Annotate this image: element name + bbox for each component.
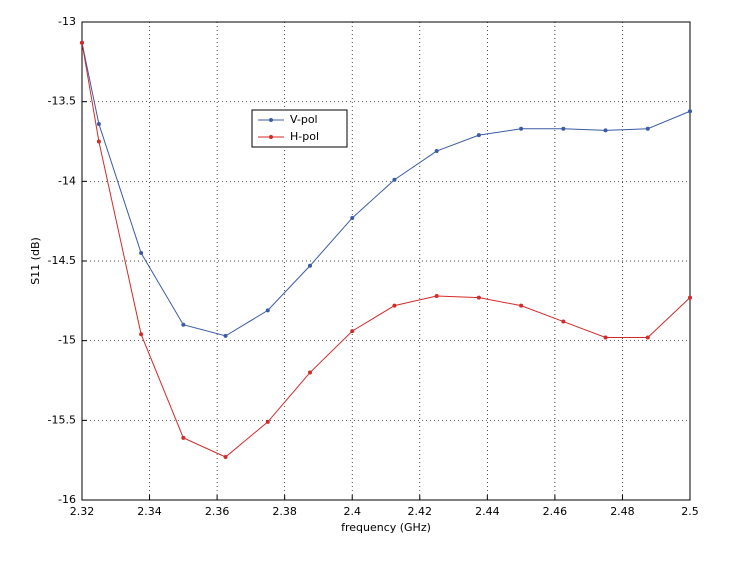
x-tick-label: 2.44 <box>475 505 500 518</box>
data-point <box>181 322 186 327</box>
series-line <box>81 42 691 337</box>
data-point <box>519 126 524 131</box>
data-point <box>476 133 481 138</box>
data-point <box>181 435 186 440</box>
data-point <box>603 128 608 133</box>
x-tick-label: 2.46 <box>543 505 568 518</box>
data-point <box>645 335 650 340</box>
data-point <box>434 149 439 154</box>
data-point <box>350 329 355 334</box>
y-tick-label: -14.5 <box>48 254 76 267</box>
legend-marker <box>269 118 273 122</box>
x-tick-label: 2.32 <box>70 505 95 518</box>
data-point <box>392 303 397 308</box>
data-point <box>645 126 650 131</box>
y-tick-label: -15.5 <box>48 413 76 426</box>
data-point <box>561 126 566 131</box>
x-tick-label: 2.36 <box>205 505 230 518</box>
legend-box <box>251 109 348 148</box>
data-point <box>603 335 608 340</box>
x-tick-label: 2.5 <box>681 505 699 518</box>
x-tick-label: 2.38 <box>272 505 297 518</box>
y-tick-label: -13.5 <box>48 95 76 108</box>
legend-label: H-pol <box>290 130 319 143</box>
x-tick-label: 2.4 <box>343 505 361 518</box>
x-axis-label: frequency (GHz) <box>341 521 431 534</box>
data-point <box>688 109 692 114</box>
data-point <box>476 295 481 300</box>
data-point <box>139 251 144 256</box>
data-point <box>350 215 355 220</box>
data-point <box>688 295 692 300</box>
y-tick-label: -15 <box>58 334 76 347</box>
y-tick-label: -16 <box>58 493 76 506</box>
data-point <box>96 139 101 144</box>
data-point <box>80 40 84 45</box>
y-tick-label: -14 <box>58 174 76 187</box>
legend-marker <box>269 135 273 139</box>
data-point <box>392 177 397 182</box>
data-point <box>265 419 270 424</box>
x-tick-label: 2.48 <box>610 505 635 518</box>
data-point <box>434 294 439 299</box>
legend-label: V-pol <box>290 113 318 126</box>
data-point <box>223 454 228 459</box>
data-point <box>223 333 228 338</box>
data-point <box>308 263 312 268</box>
data-point <box>561 319 566 324</box>
data-point <box>265 308 270 313</box>
data-point <box>139 332 144 337</box>
x-tick-label: 2.42 <box>408 505 433 518</box>
data-point <box>519 303 524 308</box>
x-tick-label: 2.34 <box>137 505 162 518</box>
y-axis-label: S11 (dB) <box>29 237 42 285</box>
data-point <box>308 370 312 375</box>
series-line <box>81 42 691 458</box>
y-tick-label: -13 <box>58 15 76 28</box>
data-point <box>96 121 101 126</box>
